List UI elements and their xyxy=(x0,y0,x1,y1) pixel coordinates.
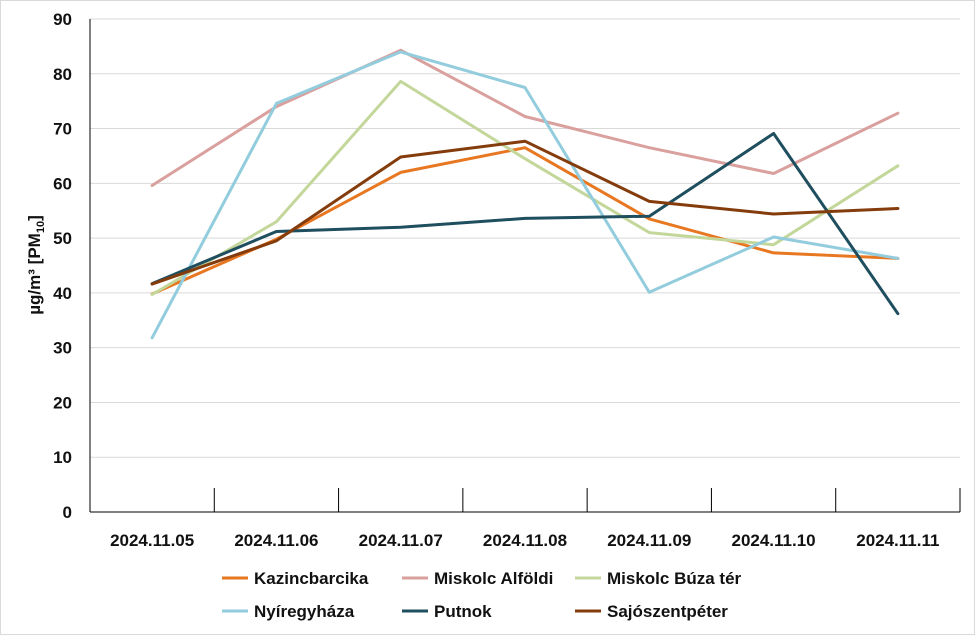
legend-item: Miskolc Búza tér xyxy=(575,569,742,588)
series-line-putnok xyxy=(150,132,900,316)
x-tick-label: 2024.11.09 xyxy=(607,531,691,550)
legend-label: Sajószentpéter xyxy=(607,602,728,621)
x-tick-label: 2024.11.11 xyxy=(856,531,939,550)
legend-item: Nyíregyháza xyxy=(222,602,355,621)
legend-label: Putnok xyxy=(434,602,492,621)
y-tick-label: 40 xyxy=(53,284,72,303)
series-lines xyxy=(150,48,900,340)
y-tick-label: 80 xyxy=(53,65,72,84)
x-tick-label: 2024.11.05 xyxy=(110,531,194,550)
legend-item: Sajószentpéter xyxy=(575,602,728,621)
y-tick-label: 50 xyxy=(53,229,72,248)
y-tick-label: 30 xyxy=(53,339,72,358)
series-line-saj-szentp-ter xyxy=(150,139,900,286)
y-axis-label-main: µg/m³ [PM xyxy=(25,233,44,315)
x-tick-label: 2024.11.07 xyxy=(359,531,443,550)
legend-label: Miskolc Búza tér xyxy=(607,569,742,588)
y-axis-label: µg/m³ [PM10] xyxy=(25,215,47,315)
legend-item: Kazincbarcika xyxy=(222,569,369,588)
series-line-ny-regyh-za xyxy=(150,50,900,340)
legend-label: Nyíregyháza xyxy=(254,602,355,621)
x-tick-label: 2024.11.10 xyxy=(731,531,815,550)
legend-item: Putnok xyxy=(402,602,492,621)
legend-label: Kazincbarcika xyxy=(254,569,369,588)
axes xyxy=(89,19,961,513)
tick-labels: 0 10 20 30 40 50 60 70 80 90 2024.11.05 2024.11.06 2… xyxy=(53,10,939,550)
y-tick-label: 20 xyxy=(53,393,72,412)
y-tick-label: 90 xyxy=(53,10,72,29)
y-axis-label-close: ] xyxy=(25,215,44,221)
y-axis-label-subscript: 10 xyxy=(35,221,47,233)
x-tick-label: 2024.11.08 xyxy=(483,531,567,550)
legend: Kazincbarcika Miskolc Alföldi Miskolc Búza… xyxy=(222,569,742,621)
y-tick-label: 70 xyxy=(53,120,72,139)
legend-label: Miskolc Alföldi xyxy=(434,569,553,588)
gridlines xyxy=(90,18,960,458)
legend-item: Miskolc Alföldi xyxy=(402,569,553,588)
y-tick-label: 10 xyxy=(53,448,72,467)
y-tick-label: 60 xyxy=(53,174,72,193)
series-line-miskolc-b-za-t-r xyxy=(150,79,900,296)
x-tick-label: 2024.11.06 xyxy=(234,531,318,550)
y-tick-label: 0 xyxy=(63,503,72,522)
